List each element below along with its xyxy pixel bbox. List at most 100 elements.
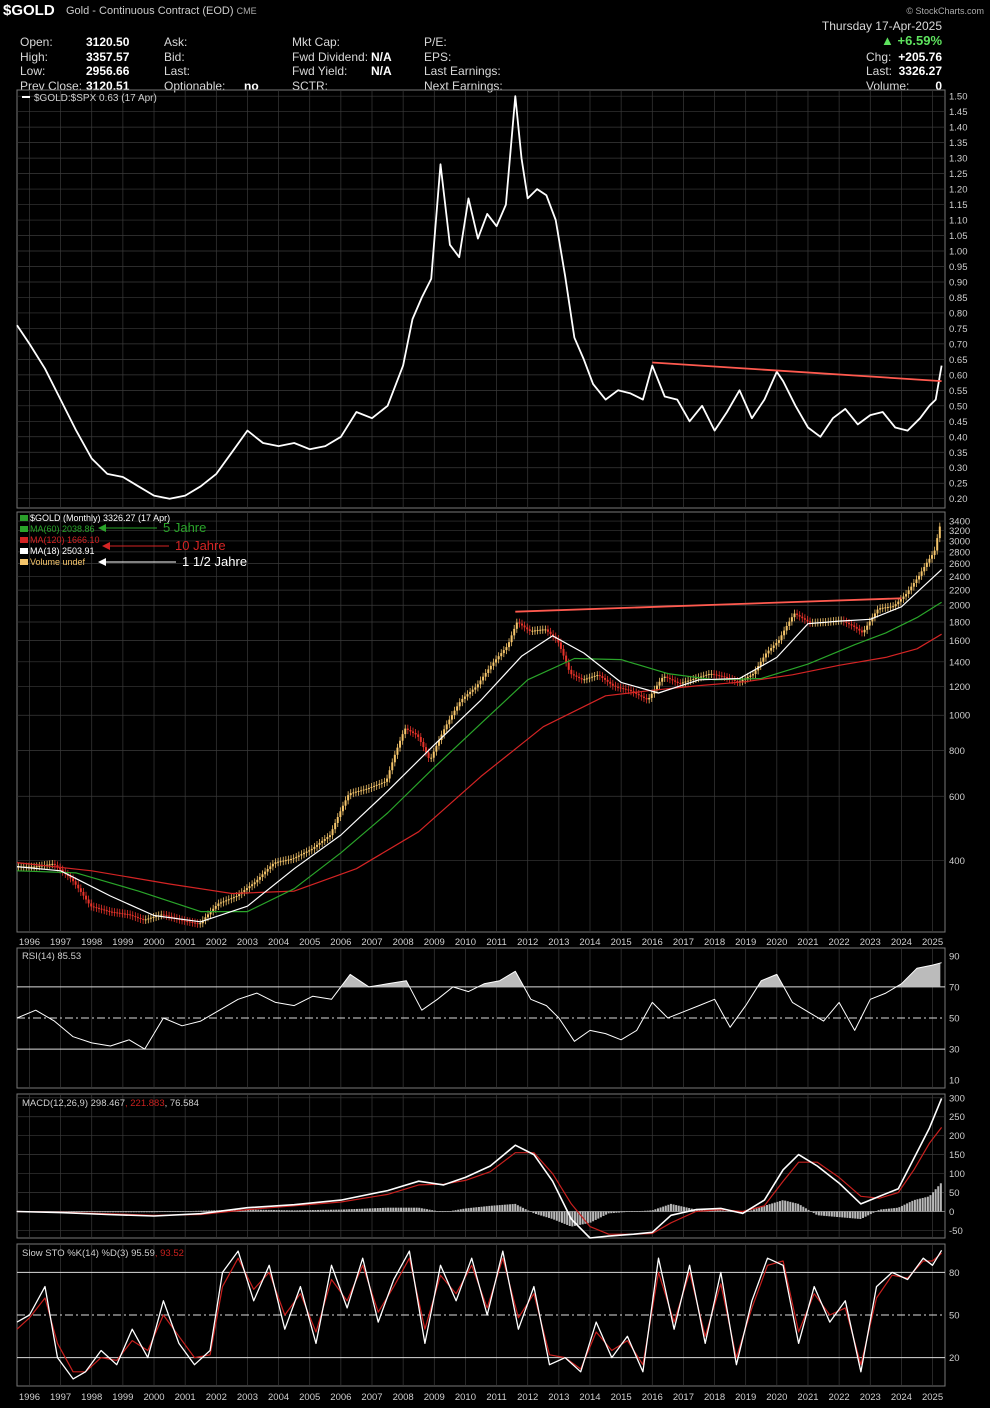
- macd-ytick-label: 50: [949, 1188, 960, 1199]
- price-xtick-label: 2003: [237, 937, 258, 948]
- macd-histogram-bar: [854, 1211, 857, 1219]
- bottom-xtick-label: 2004: [268, 1392, 289, 1403]
- macd-histogram-bar: [488, 1205, 491, 1212]
- price-candle-body: [557, 638, 560, 643]
- price-candle-body: [694, 678, 697, 680]
- bottom-xtick-label: 1996: [19, 1392, 40, 1403]
- price-candle-body: [918, 575, 921, 580]
- ratio-trendline: [652, 361, 942, 382]
- price-xtick-label: 2004: [268, 937, 289, 948]
- price-candle-body: [528, 629, 531, 632]
- price-xtick-label: 2016: [642, 937, 663, 948]
- macd-histogram-bar: [280, 1210, 283, 1212]
- price-candle-body: [855, 626, 858, 629]
- price-candle-body: [461, 698, 464, 703]
- macd-histogram-bar: [784, 1200, 787, 1212]
- price-candle-body: [912, 583, 915, 587]
- macd-histogram-bar: [597, 1211, 600, 1219]
- price-candle-body: [152, 916, 155, 918]
- macd-histogram-bar: [350, 1209, 353, 1212]
- price-candle-body: [759, 661, 762, 666]
- bottom-xtick-label: 2008: [393, 1392, 414, 1403]
- price-candle-body: [902, 596, 905, 600]
- price-candle-body: [126, 913, 129, 915]
- sto-ytick-label: 20: [949, 1353, 960, 1364]
- ratio-ytick-label: 1.25: [949, 169, 968, 180]
- price-candle-body: [344, 800, 347, 806]
- macd-histogram-bar: [812, 1211, 815, 1214]
- price-candle-body: [432, 751, 435, 758]
- ask-label: Ask:: [164, 35, 188, 49]
- symbol[interactable]: $GOLD: [3, 2, 55, 19]
- macd-histogram-bar: [540, 1211, 543, 1216]
- ratio-legend-swatch: [22, 96, 30, 98]
- ratio-ytick-label: 0.45: [949, 417, 968, 428]
- macd-histogram-bar: [934, 1189, 937, 1212]
- macd-histogram-bar: [475, 1207, 478, 1212]
- macd-histogram-bar: [755, 1208, 758, 1212]
- price-ytick-label: 3400: [949, 517, 970, 528]
- price-candle-body: [251, 884, 254, 887]
- macd-histogram-bar: [397, 1207, 400, 1212]
- macd-ytick-label: 300: [949, 1093, 965, 1104]
- price-candle-body: [165, 914, 168, 916]
- macd-histogram-bar: [472, 1207, 475, 1212]
- price-candle-body: [69, 876, 72, 879]
- macd-histogram-bar: [91, 1211, 94, 1213]
- price-candle-body: [95, 907, 98, 909]
- price-candle-body: [614, 685, 617, 687]
- price-candle-body: [245, 888, 248, 891]
- macd-histogram-bar: [921, 1197, 924, 1212]
- macd-histogram-bar: [638, 1211, 641, 1212]
- price-xtick-label: 2013: [548, 937, 569, 948]
- macd-histogram-bar: [462, 1208, 465, 1212]
- price-candle-body: [515, 622, 518, 629]
- price-candle-body: [321, 840, 324, 843]
- price-candle-body: [357, 790, 360, 792]
- price-candle-body: [448, 719, 451, 725]
- ratio-ytick-label: 0.25: [949, 479, 968, 490]
- quote-date: Thursday 17-Apr-2025: [821, 19, 942, 33]
- price-candle-body: [53, 863, 56, 866]
- macd-histogram-bar: [182, 1211, 185, 1212]
- price-xtick-label: 2023: [860, 937, 881, 948]
- price-candle-body: [775, 642, 778, 646]
- low-label: Low:: [20, 64, 46, 78]
- price-candle-body: [718, 675, 721, 677]
- macd-histogram-bar: [612, 1211, 615, 1213]
- price-candle-body: [681, 682, 684, 684]
- price-candle-body: [59, 867, 62, 870]
- price-candle-body: [575, 675, 578, 677]
- macd-histogram-bar: [309, 1210, 312, 1212]
- macd-histogram-bar: [895, 1207, 898, 1212]
- price-candle-body: [629, 690, 632, 692]
- price-candle-body: [702, 675, 705, 677]
- macd-histogram-bar: [135, 1211, 138, 1213]
- price-candle-body: [505, 647, 508, 651]
- bottom-xtick-label: 2015: [611, 1392, 632, 1403]
- price-candle-body: [82, 891, 85, 896]
- macd-histogram-bar: [916, 1199, 919, 1212]
- ratio-ytick-label: 0.80: [949, 308, 968, 319]
- macd-histogram-bar: [143, 1211, 146, 1213]
- macd-histogram-bar: [579, 1211, 582, 1225]
- price-candle-body: [61, 869, 64, 872]
- macd-histogram-bar: [444, 1211, 447, 1212]
- price-candle-body: [227, 899, 230, 901]
- macd-histogram-bar: [275, 1210, 278, 1212]
- price-candle-body: [378, 783, 381, 785]
- macd-histogram-bar: [911, 1200, 914, 1212]
- price-candle-body: [578, 676, 581, 679]
- price-candle-body: [282, 860, 285, 862]
- macd-histogram-bar: [246, 1209, 249, 1212]
- macd-histogram-bar: [267, 1209, 270, 1212]
- macd-histogram-bar: [594, 1211, 597, 1220]
- macd-histogram-bar: [454, 1210, 457, 1212]
- price-candle-body: [362, 789, 365, 791]
- ratio-ytick-label: 1.50: [949, 92, 968, 103]
- macd-histogram-bar: [566, 1211, 569, 1225]
- macd-histogram-bar: [285, 1210, 288, 1212]
- macd-histogram-bar: [501, 1204, 504, 1212]
- price-xtick-label: 2010: [455, 937, 476, 948]
- price-candle-body: [51, 863, 54, 865]
